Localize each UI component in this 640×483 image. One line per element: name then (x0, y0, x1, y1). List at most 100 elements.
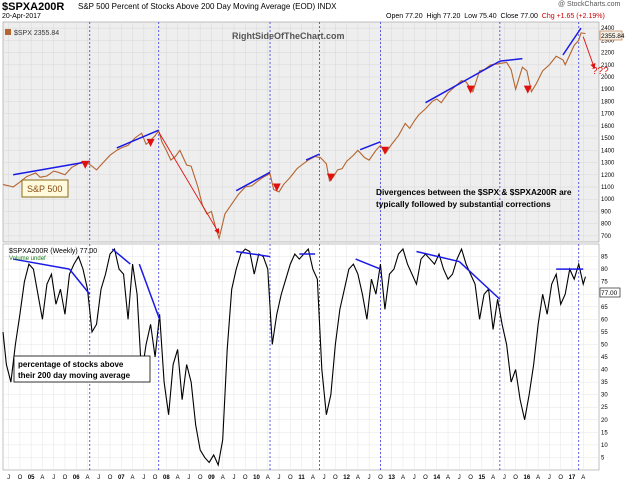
x-tick-label: 13 (388, 475, 395, 481)
x-tick-label: 05 (28, 475, 35, 481)
x-tick-label: J (458, 475, 461, 481)
breadth-trendline (458, 261, 501, 300)
volume-legend: Volume undef (9, 256, 46, 262)
price-legend: $SPX 2355.84 (14, 30, 59, 37)
breadth-trendline (236, 250, 271, 258)
divergence-note-line2: typically followed by substantial correc… (376, 199, 551, 209)
breadth-legend: $SPXA200R (Weekly) 77.00 (9, 248, 97, 255)
projection-arrow (582, 36, 596, 69)
x-tick-label: A (446, 475, 450, 481)
price-y-tick-label: 800 (601, 222, 612, 228)
x-tick-label: J (278, 475, 281, 481)
correction-arrow (326, 173, 335, 182)
x-tick-label: J (232, 475, 235, 481)
x-tick-label: J (323, 475, 326, 481)
x-tick-label: O (558, 475, 563, 481)
price-trendline (13, 160, 90, 176)
sp500-label: S&P 500 (27, 184, 62, 194)
x-tick-label: O (243, 475, 248, 481)
divergence-note-line1: Divergences between the $SPX & $SPXA200R… (376, 187, 572, 197)
x-tick-label: A (581, 475, 585, 481)
x-tick-label: A (131, 475, 135, 481)
breadth-y-tick-label: 25 (601, 405, 608, 411)
price-y-tick-label: 2300 (601, 38, 615, 44)
x-tick-label: O (513, 475, 518, 481)
x-tick-label: 12 (343, 475, 350, 481)
change-value: Chg +1.65 (+2.19%) (541, 13, 605, 20)
breadth-y-tick-label: 35 (601, 380, 608, 386)
breadth-last-value: 77.00 (601, 290, 618, 297)
price-trendline (116, 129, 159, 149)
question-marks: ??? (592, 66, 609, 77)
x-tick-label: A (221, 475, 225, 481)
legend-swatch (5, 29, 11, 35)
price-trendline (359, 141, 381, 151)
x-tick-label: O (63, 475, 68, 481)
correction-arrow (380, 146, 389, 155)
breadth-note-box (13, 355, 151, 383)
breadth-y-tick-label: 30 (601, 393, 608, 399)
x-tick-label: J (368, 475, 371, 481)
x-tick-label: 06 (73, 475, 80, 481)
x-tick-label: 08 (163, 475, 170, 481)
x-tick-label: A (85, 475, 89, 481)
price-y-tick-label: 2200 (601, 51, 615, 57)
x-tick-label: O (18, 475, 23, 481)
price-panel (2, 21, 600, 243)
x-tick-label: 16 (524, 475, 531, 481)
breadth-trendline (138, 263, 161, 320)
x-tick-label: J (7, 475, 10, 481)
x-tick-label: O (423, 475, 428, 481)
price-y-tick-label: 1200 (601, 173, 615, 179)
ohlc-readout: Open 77.20 High 77.20 Low 75.40 Close 77… (386, 13, 605, 20)
chart-date: 20-Apr-2017 (2, 13, 41, 20)
breadth-y-tick-label: 55 (601, 330, 608, 336)
x-tick-label: A (266, 475, 270, 481)
sp500-label-box (21, 179, 69, 198)
x-tick-label: J (52, 475, 55, 481)
correction-arrow (466, 85, 475, 94)
price-y-tick-label: 900 (601, 209, 612, 215)
x-tick-label: A (356, 475, 360, 481)
price-y-tick-label: 1700 (601, 112, 615, 118)
price-y-tick-label: 1800 (601, 99, 615, 105)
x-tick-label: A (176, 475, 180, 481)
crash-arrow (158, 131, 220, 234)
x-tick-label: 17 (569, 475, 576, 481)
x-tick-label: 09 (208, 475, 215, 481)
price-trendline (235, 171, 271, 192)
x-tick-label: O (468, 475, 473, 481)
breadth-y-tick-label: 65 (601, 305, 608, 311)
x-tick-label: 14 (433, 475, 440, 481)
close-value: 77.00 (520, 13, 538, 20)
breadth-note-line1: percentage of stocks above (18, 360, 124, 369)
x-tick-label: A (491, 475, 495, 481)
spxa200r-line (2, 247, 587, 467)
breadth-y-tick-label: 60 (601, 317, 608, 323)
breadth-trendline (111, 248, 131, 265)
price-trendline (425, 60, 501, 104)
x-tick-label: J (187, 475, 190, 481)
price-y-tick-label: 1000 (601, 197, 615, 203)
x-tick-label: O (288, 475, 293, 481)
price-y-tick-label: 1900 (601, 87, 615, 93)
correction-arrow (146, 138, 155, 147)
price-y-tick-label: 1400 (601, 148, 615, 154)
price-y-tick-label: 1500 (601, 136, 615, 142)
chart-header: $SPXA200R S&P 500 Percent of Stocks Abov… (0, 0, 640, 22)
x-tick-label: J (503, 475, 506, 481)
breadth-y-tick-label: 15 (601, 430, 608, 436)
breadth-y-tick-label: 80 (601, 267, 608, 273)
x-tick-label: 07 (118, 475, 125, 481)
correction-arrow (272, 183, 281, 192)
breadth-y-tick-label: 50 (601, 342, 608, 348)
x-tick-label: O (198, 475, 203, 481)
x-tick-label: J (97, 475, 100, 481)
price-y-tick-label: 1100 (601, 185, 615, 191)
x-tick-label: J (142, 475, 145, 481)
breadth-y-tick-label: 20 (601, 418, 608, 424)
breadth-y-tick-label: 75 (601, 280, 608, 286)
price-y-tick-label: 2100 (601, 63, 615, 69)
x-tick-label: J (548, 475, 551, 481)
